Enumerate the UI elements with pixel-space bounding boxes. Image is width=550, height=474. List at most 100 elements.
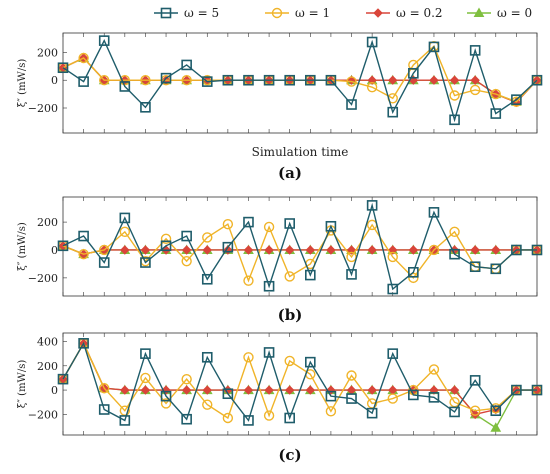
plot-frame [62, 196, 538, 297]
y-tick-label: 0 [51, 244, 58, 257]
data-point [531, 384, 543, 396]
data-point [531, 244, 543, 256]
data-point [325, 390, 337, 402]
data-point [78, 52, 89, 64]
chart-panel: −200 0 200 ξ″ (mW/s) Simulation time (a) [17, 32, 543, 182]
legend-marker [373, 8, 383, 18]
data-point [408, 389, 419, 401]
data-point [202, 399, 213, 410]
data-point [305, 74, 316, 86]
y-tick-label: −200 [28, 272, 58, 285]
data-point [201, 273, 213, 285]
y-tick-label: 400 [37, 336, 58, 349]
data-point [78, 248, 89, 260]
data-point [181, 255, 192, 267]
legend-entry: ω = 1 [265, 6, 330, 20]
data-point [470, 75, 480, 85]
data-point [264, 385, 274, 395]
data-point [284, 218, 295, 229]
data-point [181, 75, 192, 86]
data-point [243, 415, 254, 426]
data-point [160, 240, 172, 252]
series-line [62, 202, 537, 291]
data-point [222, 388, 234, 400]
chart-panel: −200 0 200 400 ξ″ (mW/s) (c) [17, 332, 543, 464]
data-point [469, 405, 481, 416]
data-point [78, 76, 89, 87]
data-point [181, 373, 192, 385]
data-point [387, 393, 398, 404]
data-point [531, 74, 543, 86]
data-point [325, 74, 337, 86]
data-point [428, 392, 440, 403]
legend-label: ω = 0.2 [396, 6, 443, 20]
chart-panel: −200 0 200 ξ″ (mW/s) (b) [17, 196, 543, 324]
panel-label: (a) [278, 164, 302, 182]
y-axis-label: ξ″ (mW/s) [17, 360, 28, 409]
data-point [99, 244, 110, 256]
data-point [449, 226, 460, 238]
data-point [243, 216, 254, 228]
y-axis-label: ξ″ (mW/s) [17, 59, 28, 108]
data-point [305, 385, 316, 395]
data-point [408, 272, 419, 284]
data-point [387, 106, 399, 118]
data-point [367, 385, 377, 395]
y-tick-label: 200 [37, 216, 58, 229]
data-point [511, 384, 522, 396]
data-point [263, 410, 275, 421]
data-point [202, 385, 212, 395]
data-point [202, 245, 212, 255]
data-point [264, 245, 274, 255]
data-point [469, 84, 481, 96]
data-point [243, 275, 254, 286]
data-point [140, 372, 151, 384]
data-point [140, 257, 151, 268]
data-point [98, 35, 110, 46]
data-point [469, 261, 481, 273]
data-point [469, 375, 481, 386]
data-point [346, 245, 357, 255]
data-point [201, 351, 213, 363]
legend: ω = 5 ω = 1 ω = 0.2 ω = 0 [154, 6, 532, 20]
data-point [366, 200, 378, 211]
data-point [119, 75, 131, 86]
data-point [243, 245, 254, 255]
data-point [160, 233, 172, 245]
data-point [140, 348, 151, 359]
data-point [449, 90, 460, 101]
data-point [387, 283, 399, 295]
data-point [429, 75, 439, 85]
data-point [222, 218, 234, 230]
data-point [119, 212, 131, 224]
series-line [62, 45, 538, 103]
data-point [284, 385, 295, 395]
data-point [428, 41, 440, 53]
data-point [181, 245, 192, 255]
data-point [346, 76, 357, 87]
series-line [62, 39, 538, 123]
series-line [62, 341, 537, 420]
data-point [408, 266, 419, 278]
data-point [469, 45, 481, 56]
legend-marker [160, 7, 172, 19]
data-point [366, 81, 378, 93]
data-point [140, 102, 151, 113]
data-point [263, 221, 275, 233]
data-point [325, 406, 337, 417]
legend-label: ω = 5 [184, 6, 219, 20]
data-point [387, 251, 398, 263]
data-point [388, 75, 398, 85]
data-point [202, 232, 213, 243]
data-point [346, 99, 357, 110]
series-line [62, 341, 537, 429]
x-axis-label: Simulation time [252, 145, 349, 159]
data-point [222, 412, 234, 424]
data-point [57, 62, 69, 74]
data-point [490, 88, 501, 100]
data-point [98, 404, 110, 415]
data-point [305, 245, 316, 255]
data-point [140, 245, 151, 255]
data-point [326, 245, 336, 255]
data-point [222, 241, 234, 253]
